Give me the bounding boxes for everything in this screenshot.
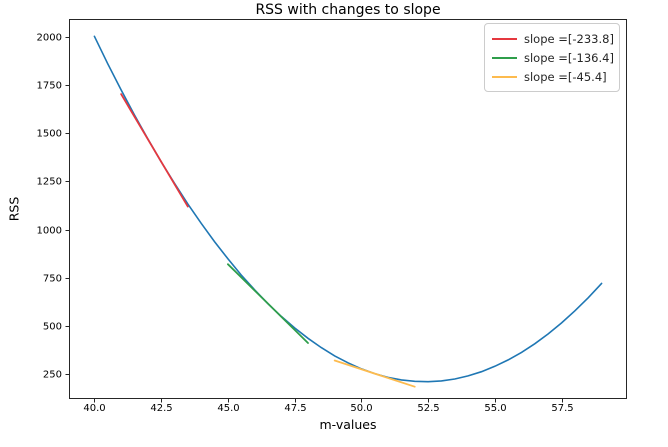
- x-tick-label: 47.5: [284, 403, 307, 414]
- x-tick-label: 52.5: [417, 403, 440, 414]
- legend-swatch-line: [492, 75, 517, 78]
- legend-swatch-line: [492, 37, 517, 40]
- x-tick-label: 45.0: [217, 403, 240, 414]
- tangent-line: [226, 263, 309, 344]
- y-axis-label: RSS: [6, 196, 22, 222]
- legend-item-label: slope =[-45.4]: [524, 69, 607, 84]
- legend-swatch-line: [492, 56, 517, 59]
- y-tick-label: 1750: [36, 80, 62, 91]
- y-tick-label: 250: [42, 369, 62, 380]
- legend-item: slope =[-45.4]: [492, 67, 612, 86]
- axes-frame: [69, 19, 627, 399]
- legend-item: slope =[-136.4]: [492, 48, 614, 67]
- x-tick-label: 57.5: [551, 403, 574, 414]
- y-tick-label: 1000: [36, 225, 62, 236]
- x-tick-label: 40.0: [83, 403, 106, 414]
- x-tick-label: 50.0: [350, 403, 373, 414]
- y-tick-label: 750: [42, 273, 62, 284]
- y-tick-label: 1500: [36, 128, 62, 139]
- y-tick-label: 500: [42, 321, 62, 332]
- tangent-line: [333, 359, 416, 388]
- legend-item: slope =[-233.8]: [492, 29, 614, 48]
- x-tick-label: 42.5: [150, 403, 173, 414]
- legend-item-label: slope =[-136.4]: [524, 50, 614, 65]
- legend-item-label: slope =[-233.8]: [524, 31, 614, 46]
- y-tick-label: 2000: [36, 32, 62, 43]
- chart-title: RSS with changes to slope: [255, 2, 441, 18]
- tangent-line: [120, 93, 189, 208]
- x-axis-label: m-values: [319, 417, 377, 432]
- y-tick-label: 1250: [36, 176, 62, 187]
- legend: slope =[-233.8] slope =[-136.4] slope =[-4…: [484, 23, 620, 92]
- x-tick-label: 55.0: [484, 403, 507, 414]
